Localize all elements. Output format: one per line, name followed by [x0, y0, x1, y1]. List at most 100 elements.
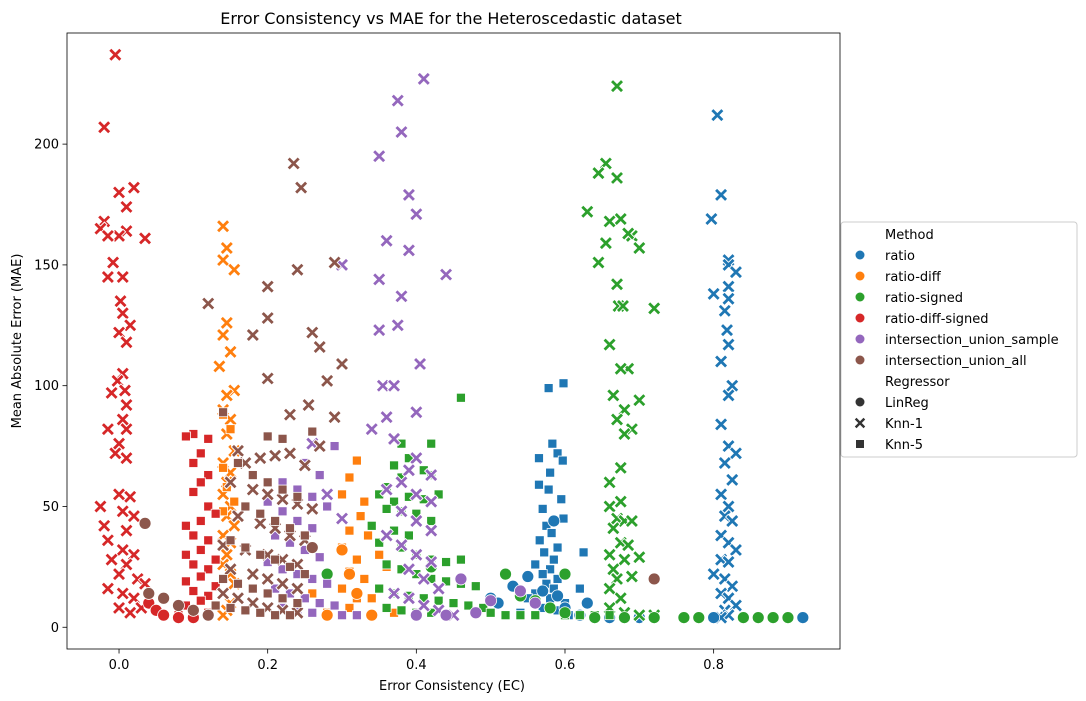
y-axis-label: Mean Absolute Error (MAE) — [10, 254, 25, 429]
ratio-signed-knn-5-point — [500, 610, 511, 621]
ratio-knn-5-point — [534, 479, 544, 490]
ratio-diff-signed-knn-1-point — [108, 446, 123, 461]
ratio-diff-signed-knn-5-point — [210, 554, 221, 565]
intersection-union-all-knn-1-point — [200, 296, 216, 311]
ratio-diff-knn-5-point — [355, 511, 366, 522]
intersection-union-all-knn-1-point — [305, 501, 320, 517]
ratio-diff-signed-knn-5-point — [195, 516, 206, 526]
ratio-diff-signed-knn-1-point — [100, 533, 116, 548]
ratio-signed-knn-1-point — [609, 412, 625, 427]
ratio-knn-1-point — [717, 455, 733, 471]
intersection-union-all-knn-5-point — [299, 569, 310, 580]
legend-marker-knn-5 — [856, 440, 864, 448]
ratio-diff-knn-5-point — [344, 525, 355, 536]
intersection-union-sample-linreg-point — [484, 594, 498, 608]
intersection-union-sample-linreg-point — [439, 608, 453, 622]
intersection-union-sample-knn-1-point — [431, 581, 446, 596]
intersection-union-all-knn-5-point — [285, 610, 295, 621]
ratio-signed-knn-1-point — [632, 240, 647, 256]
ratio-knn-1-point — [710, 107, 725, 123]
ratio-signed-linreg-point — [677, 611, 691, 624]
intersection-union-all-knn-5-point — [270, 554, 281, 565]
intersection-union-all-knn-5-point — [233, 578, 243, 589]
intersection-union-all-knn-5-point — [240, 605, 251, 616]
intersection-union-all-knn-1-point — [312, 438, 327, 454]
x-axis: 0.0 0.2 0.4 0.6 0.8 — [109, 649, 724, 673]
ratio-signed-linreg-point — [766, 611, 780, 624]
ratio-signed-linreg-point — [499, 567, 512, 581]
ratio-signed-knn-1-point — [613, 211, 628, 227]
ratio-knn-5-point — [578, 547, 589, 558]
ratio-diff-knn-1-point — [219, 315, 235, 331]
intersection-union-sample-knn-1-point — [416, 71, 432, 87]
ratio-signed-knn-1-point — [617, 426, 632, 442]
ratio-knn-1-point — [721, 499, 736, 514]
x-tick-label: 0.4 — [406, 658, 427, 673]
ratio-diff-signed-knn-5-point — [203, 470, 214, 480]
intersection-union-all-linreg-point — [157, 591, 171, 605]
ratio-signed-knn-1-point — [602, 499, 617, 514]
ratio-diff-signed-knn-1-point — [110, 373, 125, 389]
ratio-knn-1-point — [728, 264, 744, 280]
intersection-union-all-knn-5-point — [262, 431, 273, 442]
ratio-signed-knn-5-point — [456, 554, 466, 565]
ratio-linreg-point — [707, 611, 721, 624]
intersection-union-all-knn-5-point — [285, 523, 295, 534]
intersection-union-sample-knn-1-point — [371, 148, 387, 164]
y-tick-label: 100 — [34, 379, 59, 394]
y-tick-label: 150 — [34, 258, 59, 273]
intersection-union-all-linreg-point — [172, 599, 185, 612]
intersection-union-sample-knn-1-point — [390, 93, 406, 108]
ratio-diff-signed-knn-5-point — [210, 508, 221, 519]
ratio-diff-signed-knn-1-point — [111, 228, 127, 244]
ratio-diff-signed-knn-5-point — [188, 559, 199, 570]
ratio-diff-signed-knn-1-point — [115, 504, 130, 519]
ratio-signed-knn-5-point — [441, 557, 451, 567]
legend-label-ratio-signed: ratio-signed — [885, 291, 963, 306]
ratio-signed-knn-1-point — [609, 170, 625, 186]
ratio-signed-knn-1-point — [602, 337, 617, 352]
legend-label-ratio-diff-signed: ratio-diff-signed — [885, 312, 989, 327]
ratio-signed-knn-1-point — [580, 204, 595, 220]
intersection-union-sample-knn-5-point — [322, 501, 333, 512]
ratio-knn-1-point — [728, 446, 744, 461]
ratio-knn-5-point — [574, 583, 585, 594]
ratio-diff-signed-knn-1-point — [93, 499, 108, 514]
ratio-diff-knn-1-point — [215, 252, 231, 268]
intersection-union-sample-knn-1-point — [379, 482, 394, 497]
ratio-diff-signed-linreg-point — [157, 608, 171, 622]
intersection-union-sample-knn-1-point — [379, 528, 394, 543]
ratio-diff-signed-knn-1-point — [126, 180, 142, 195]
ratio-knn-5-point — [534, 453, 544, 464]
ratio-signed-knn-5-point — [515, 610, 526, 621]
intersection-union-sample-knn-5-point — [307, 491, 318, 502]
ratio-diff-signed-knn-1-point — [126, 508, 142, 524]
ratio-diff-linreg-point — [335, 543, 349, 557]
intersection-union-sample-knn-1-point — [409, 450, 424, 466]
intersection-union-all-knn-1-point — [252, 516, 268, 531]
intersection-union-sample-knn-1-point — [438, 267, 454, 282]
ratio-signed-linreg-point — [588, 611, 602, 624]
intersection-union-sample-knn-1-point — [305, 436, 320, 451]
ratio-diff-signed-knn-1-point — [115, 542, 130, 558]
ratio-knn-1-point — [717, 303, 733, 319]
intersection-union-all-knn-1-point — [305, 325, 320, 340]
ratio-diff-signed-knn-5-point — [188, 487, 199, 497]
intersection-union-all-linreg-point — [201, 608, 215, 622]
y-tick-label: 200 — [34, 138, 59, 153]
ratio-knn-1-point — [713, 487, 729, 502]
ratio-knn-1-point — [724, 513, 740, 529]
legend-marker-ratio — [855, 250, 865, 260]
ratio-signed-knn-1-point — [617, 552, 632, 567]
intersection-union-sample-knn-1-point — [409, 206, 424, 222]
ratio-signed-linreg-point — [618, 611, 631, 624]
ratio-diff-knn-5-point — [359, 496, 370, 507]
intersection-union-all-knn-5-point — [255, 607, 266, 618]
ratio-signed-knn-5-point — [426, 438, 437, 449]
ratio-diff-signed-knn-1-point — [104, 552, 119, 567]
ratio-diff-signed-knn-5-point — [195, 477, 206, 488]
ratio-signed-knn-5-point — [456, 392, 466, 403]
ratio-diff-signed-knn-1-point — [111, 600, 127, 616]
intersection-union-all-linreg-point — [305, 541, 319, 554]
legend-label-ratio-diff: ratio-diff — [885, 270, 942, 285]
